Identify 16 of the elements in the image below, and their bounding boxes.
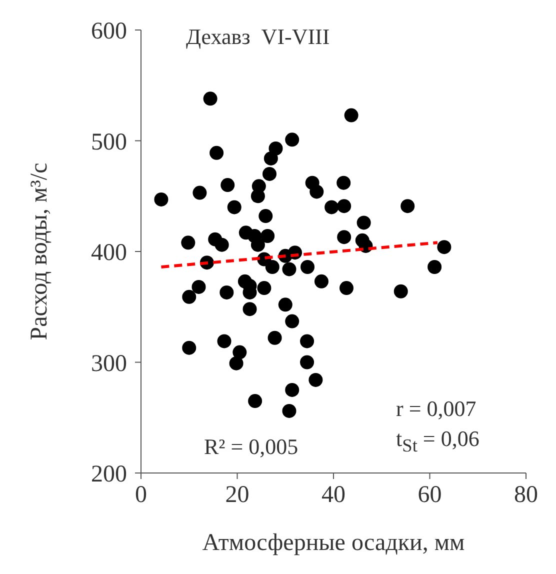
y-tick-label: 500 [91, 129, 127, 156]
x-tick-label: 40 [322, 482, 346, 508]
x-tick-label: 20 [225, 482, 250, 508]
y-tick-label: 200 [91, 462, 127, 488]
y-tick-label: 400 [91, 240, 127, 266]
annotation: r = 0,007 [396, 396, 476, 422]
x-axis-title: Атмосферные осадки, мм [202, 530, 465, 556]
annotation: R² = 0,005 [204, 434, 298, 460]
chart-title: Дехавз VI-VIII [186, 24, 330, 50]
x-tick-label: 60 [418, 482, 442, 508]
y-tick-label: 600 [91, 18, 127, 45]
annotation: t$_{St}$ = 0,06 [396, 426, 480, 456]
y-tick-label: 300 [91, 350, 127, 377]
y-axis-title: Расход воды, м³/с [26, 162, 53, 340]
x-tick-label: 80 [514, 482, 538, 508]
x-tick-label: 0 [135, 482, 147, 508]
